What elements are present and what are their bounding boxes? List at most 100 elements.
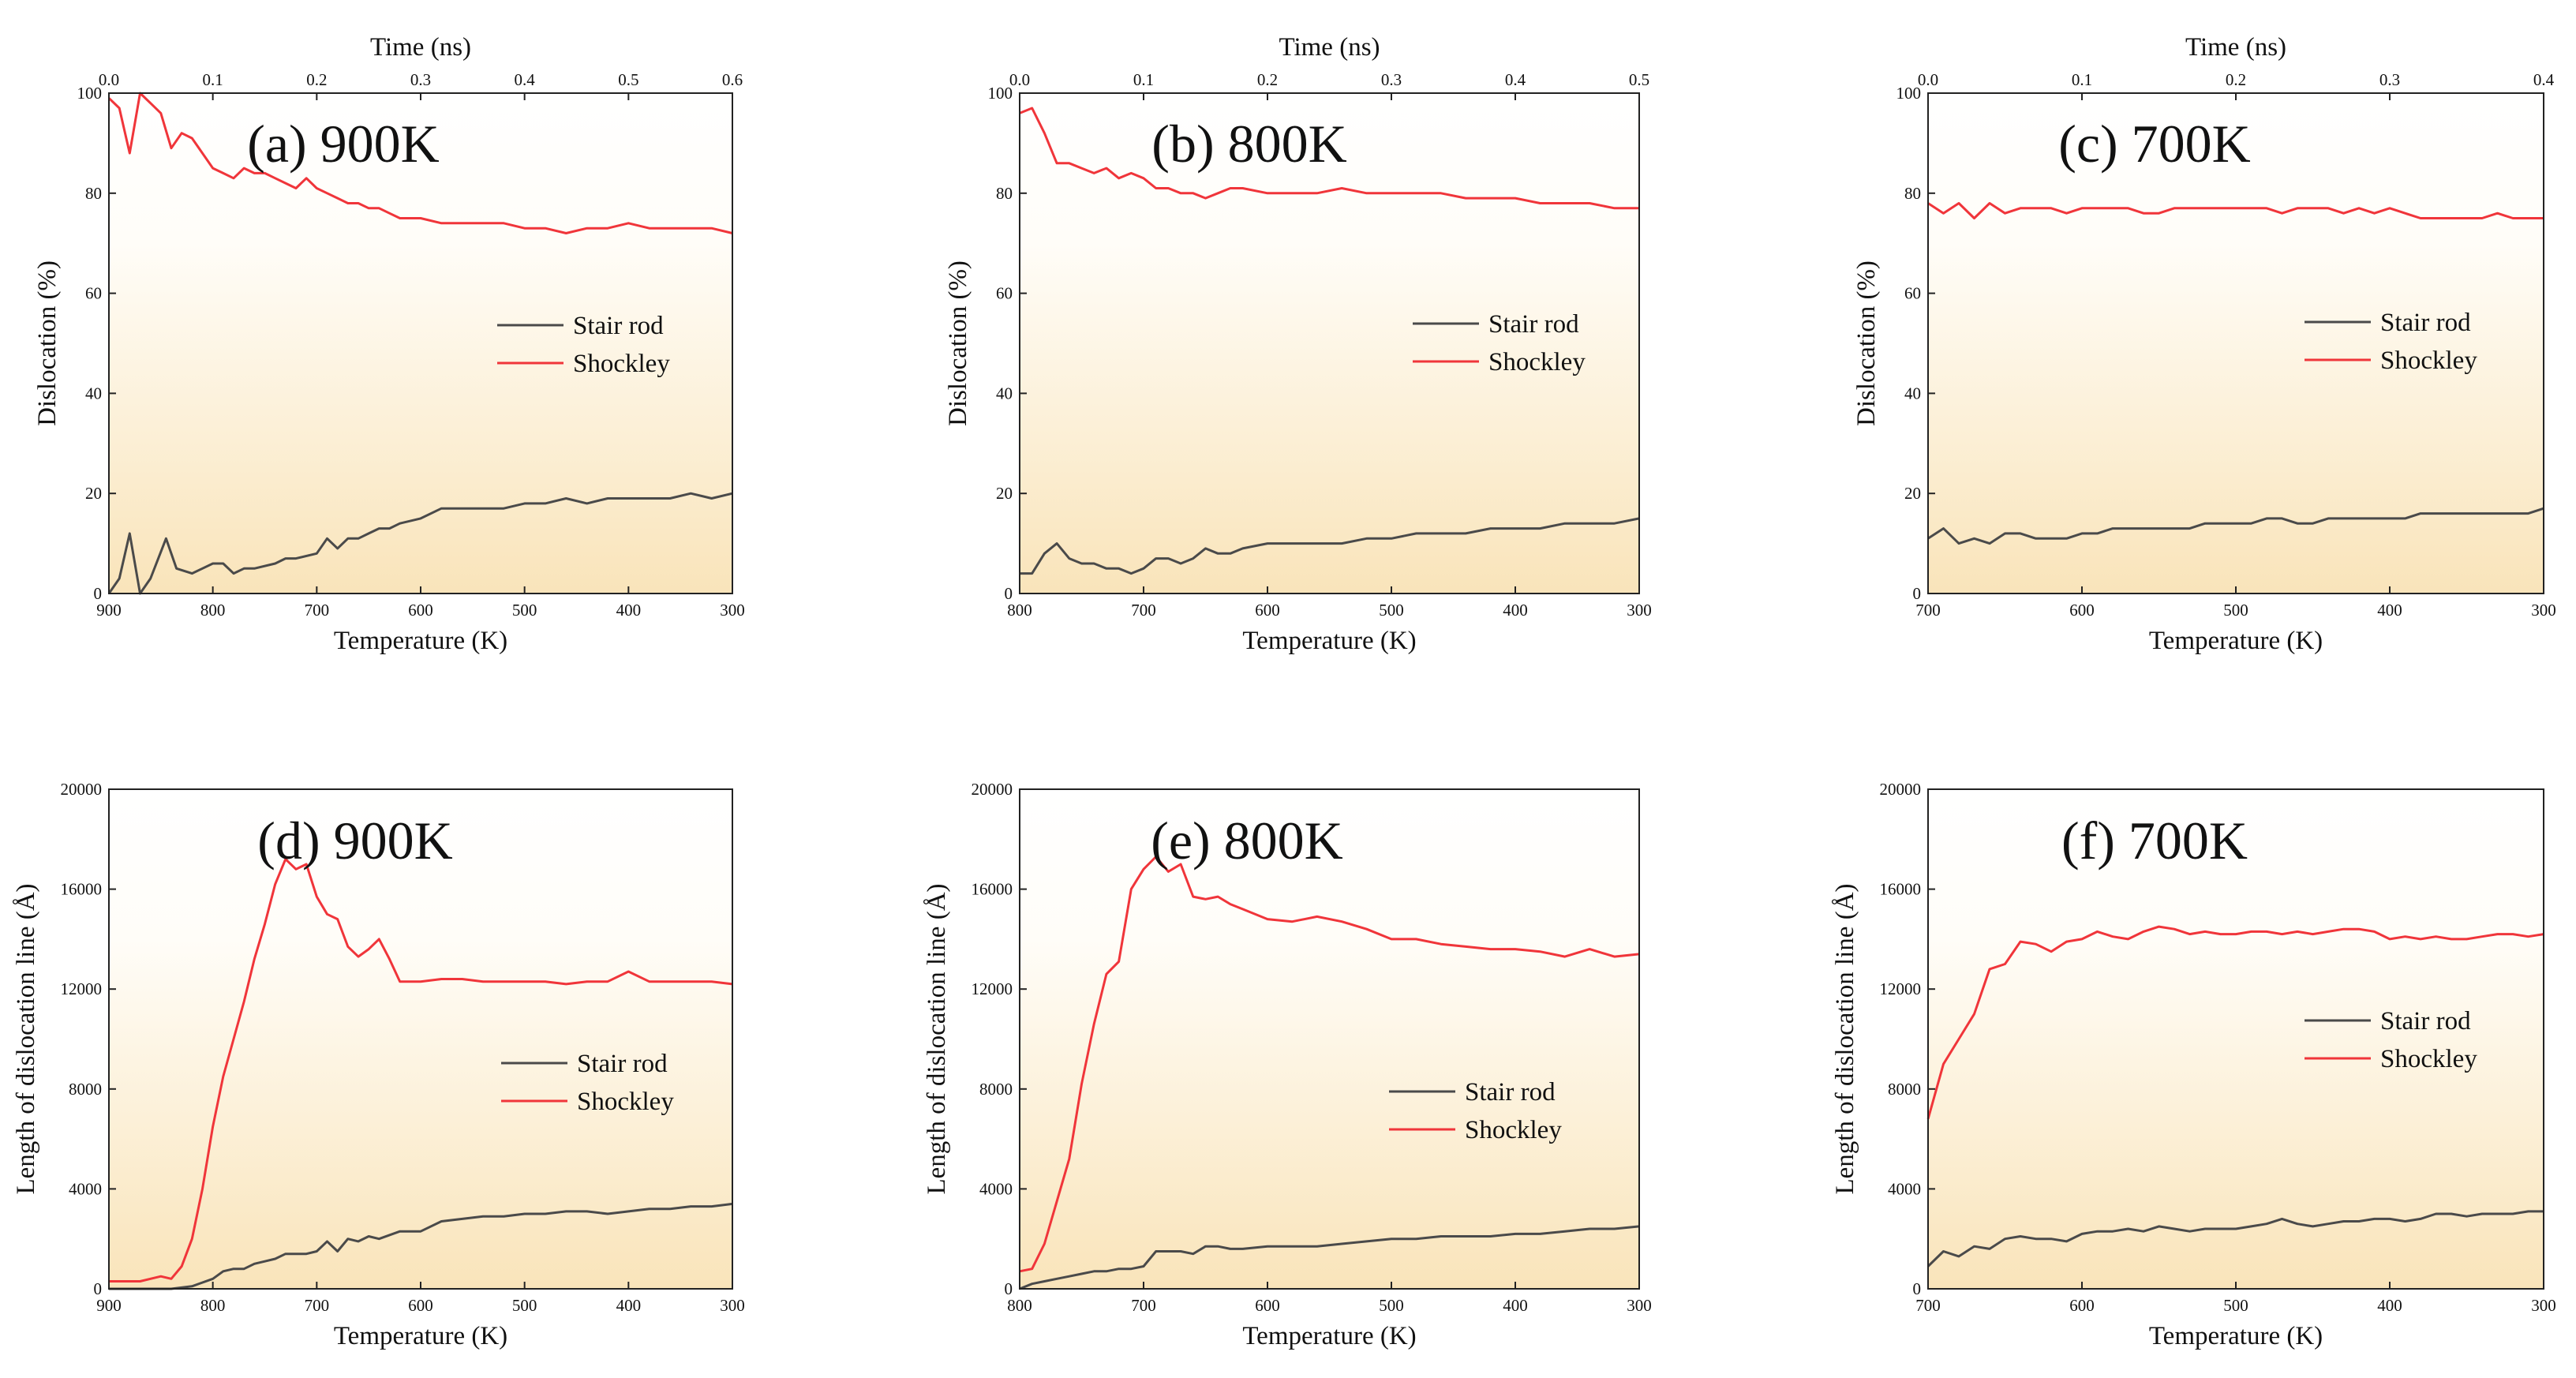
- legend-label-shockley: Shockley: [2380, 346, 2477, 375]
- plot-area: [1928, 93, 2544, 594]
- panel-title: (a) 900K: [247, 114, 440, 174]
- panel-title: (f) 700K: [2061, 811, 2248, 871]
- plot-area: [1020, 789, 1639, 1289]
- x-tick-label: 600: [2069, 1296, 2095, 1315]
- x2-tick-label: 0.6: [722, 70, 743, 89]
- series-line-shockley: [1019, 107, 1639, 210]
- series-line-shockley: [107, 92, 733, 234]
- series-line-stair-rod: [107, 492, 733, 595]
- x-tick-label: 400: [616, 601, 642, 620]
- x-tick-label: 700: [1915, 601, 1941, 620]
- x2-tick-label: 0.0: [99, 70, 119, 89]
- y-tick-label: 80: [85, 184, 102, 203]
- panel-title: (d) 900K: [257, 811, 452, 871]
- plot-frame: [1019, 92, 1640, 594]
- legend-label-stair-rod: Stair rod: [1465, 1078, 1556, 1107]
- panel-f: 700 600 500 400 300 0 4000 8000 12000 16000 20000 T…: [1830, 780, 2556, 1350]
- y-tick-label: 8000: [979, 1080, 1013, 1099]
- x-axis-title: Temperature (K): [1242, 1322, 1416, 1350]
- legend-label-stair-rod: Stair rod: [2380, 1007, 2471, 1035]
- x-axis-title: Temperature (K): [334, 627, 507, 655]
- y-tick-label: 8000: [1888, 1080, 1921, 1099]
- x-tick-label: 600: [408, 1296, 433, 1315]
- legend-label-shockley: Shockley: [2380, 1045, 2477, 1073]
- y-axis-title: Length of dislocation line (Å): [922, 883, 951, 1194]
- y-tick-label: 80: [996, 184, 1013, 203]
- y-tick-label: 0: [1913, 584, 1922, 603]
- y-tick-label: 0: [1913, 1279, 1922, 1298]
- x-tick-label: 600: [2069, 601, 2095, 620]
- x2-axis-title: Time (ns): [1279, 33, 1380, 62]
- y-axis-title: Length of dislocation line (Å): [11, 883, 40, 1194]
- y-axis-title: Dislocation (%): [1852, 260, 1881, 426]
- x-axis-title: Temperature (K): [334, 1322, 507, 1350]
- x-tick-label: 400: [2377, 601, 2402, 620]
- y-tick-label: 0: [1005, 1279, 1013, 1298]
- y-tick-label: 40: [1904, 384, 1921, 403]
- series-line-shockley: [109, 858, 733, 1283]
- panel-title: (c) 700K: [2058, 114, 2251, 174]
- x2-tick-label: 0.1: [1133, 70, 1154, 89]
- y-tick-label: 16000: [972, 880, 1013, 899]
- x-tick-label: 700: [1131, 1296, 1156, 1315]
- y-tick-label: 8000: [69, 1080, 102, 1099]
- x-axis-title: Temperature (K): [2149, 1322, 2323, 1350]
- x2-tick-label: 0.5: [618, 70, 638, 89]
- x-tick-label: 700: [305, 1296, 330, 1315]
- y-tick-label: 20: [85, 484, 102, 503]
- x-tick-label: 300: [2531, 1296, 2556, 1315]
- y-tick-label: 40: [85, 384, 102, 403]
- x-axis-title: Temperature (K): [2149, 627, 2323, 655]
- x-tick-label: 500: [2223, 601, 2248, 620]
- x-tick-label: 800: [200, 1296, 226, 1315]
- y-tick-label: 100: [77, 84, 103, 103]
- plot-frame: [1019, 788, 1640, 1290]
- panel-e: 800 700 600 500 400 300 0 4000 8000 12000 16000 200…: [922, 780, 1652, 1350]
- series-line-shockley: [1019, 856, 1640, 1273]
- legend-label-stair-rod: Stair rod: [1488, 310, 1579, 339]
- y-tick-label: 20000: [61, 780, 103, 799]
- x-tick-label: 800: [1007, 601, 1032, 620]
- y-tick-label: 60: [85, 284, 102, 303]
- panel-title: (b) 800K: [1151, 114, 1346, 174]
- x-tick-label: 700: [1915, 1296, 1941, 1315]
- y-tick-label: 4000: [69, 1179, 102, 1198]
- legend-label-shockley: Shockley: [1488, 348, 1586, 376]
- y-tick-label: 0: [94, 584, 103, 603]
- x-tick-label: 500: [512, 601, 537, 620]
- x-tick-label: 500: [1379, 601, 1404, 620]
- x2-tick-label: 0.3: [410, 70, 431, 89]
- x2-tick-label: 0.2: [1257, 70, 1278, 89]
- x2-tick-label: 0.4: [1505, 70, 1526, 89]
- x2-tick-label: 0.3: [1381, 70, 1402, 89]
- series-line-stair-rod: [1020, 517, 1640, 575]
- x-tick-label: 500: [512, 1296, 537, 1315]
- x-tick-label: 300: [720, 1296, 745, 1315]
- x2-tick-label: 0.4: [2533, 70, 2555, 89]
- x-tick-label: 400: [2377, 1296, 2402, 1315]
- x-tick-label: 300: [1627, 601, 1652, 620]
- y-tick-label: 60: [1904, 284, 1921, 303]
- plot-area: [1928, 789, 2544, 1289]
- y-axis-title: Dislocation (%): [33, 260, 62, 426]
- x-tick-label: 500: [1379, 1296, 1404, 1315]
- y-tick-label: 20000: [972, 780, 1013, 799]
- legend-label-stair-rod: Stair rod: [2380, 309, 2471, 337]
- series-line-stair-rod: [1927, 507, 2544, 545]
- x2-axis-title: Time (ns): [2185, 33, 2286, 62]
- y-tick-label: 0: [94, 1279, 103, 1298]
- legend-label-stair-rod: Stair rod: [573, 312, 664, 340]
- x-tick-label: 300: [2531, 601, 2556, 620]
- series-line-shockley: [1926, 925, 2544, 1120]
- x-tick-label: 600: [1255, 601, 1280, 620]
- y-tick-label: 16000: [1880, 880, 1922, 899]
- legend-label-shockley: Shockley: [577, 1088, 674, 1116]
- y-tick-label: 40: [996, 384, 1013, 403]
- y-tick-label: 20: [1904, 484, 1921, 503]
- panel-d: 900 800 700 600 500 400 300 0 4000 8000 12000 16000…: [11, 780, 745, 1350]
- panel-title: (e) 800K: [1151, 811, 1343, 871]
- y-tick-label: 100: [988, 84, 1013, 103]
- series-line-stair-rod: [1926, 1210, 2544, 1268]
- x-tick-label: 400: [616, 1296, 642, 1315]
